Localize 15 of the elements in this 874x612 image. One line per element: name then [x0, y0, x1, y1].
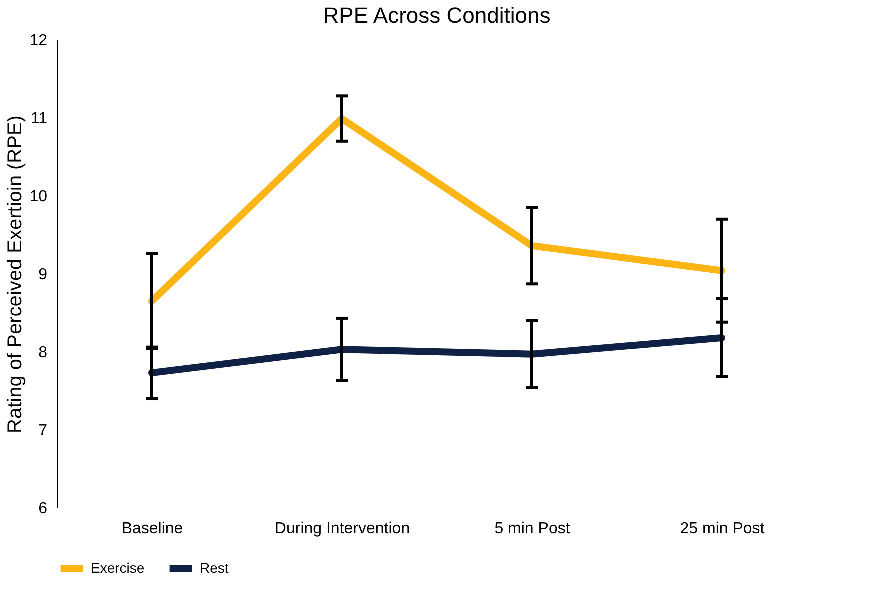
- legend-label: Exercise: [91, 560, 145, 576]
- chart-title: RPE Across Conditions: [323, 3, 551, 28]
- y-tick-label: 12: [30, 32, 48, 50]
- x-tick-label: 25 min Post: [680, 520, 766, 538]
- x-tick-label: During Intervention: [274, 520, 410, 538]
- y-axis-title: Rating of Perceived Exertioin (RPE): [4, 116, 27, 434]
- y-tick-label: 8: [38, 344, 48, 362]
- legend-label: Rest: [200, 560, 229, 576]
- x-tick-label: Baseline: [122, 520, 184, 538]
- x-tick-label: 5 min Post: [494, 520, 571, 538]
- y-tick-label: 9: [38, 266, 48, 284]
- y-tick-label: 7: [38, 422, 48, 440]
- y-tick-label: 11: [30, 110, 48, 128]
- y-tick-label: 10: [30, 188, 48, 206]
- y-tick-label: 6: [38, 500, 48, 518]
